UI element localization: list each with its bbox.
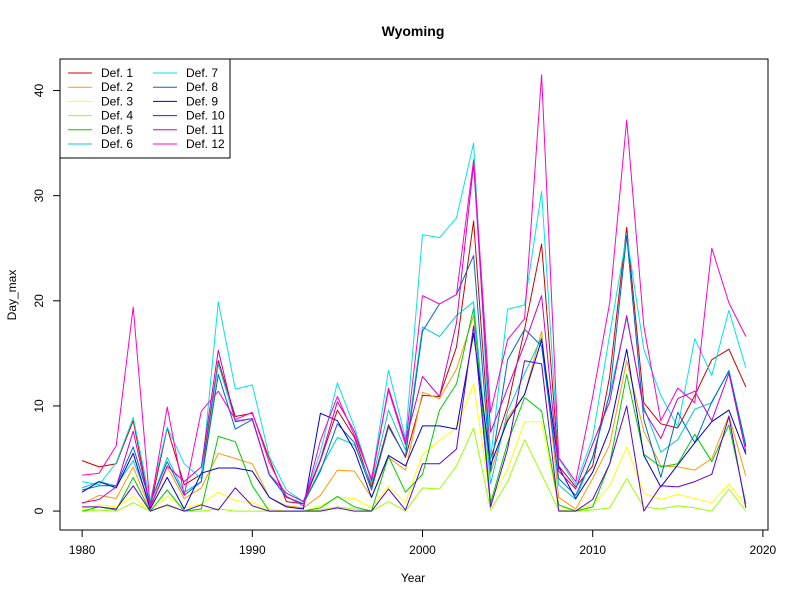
x-tick-label: 2010 [579,543,606,557]
legend-label-5: Def. 5 [101,123,133,137]
y-tick-label: 0 [32,507,46,514]
x-tick-label: 2020 [750,543,777,557]
legend-label-10: Def. 10 [186,109,225,123]
series-line-9 [81,332,747,510]
series-line-10 [82,325,747,512]
series-line-7 [82,142,747,503]
series-line-8 [81,235,747,505]
series-line-2 [81,315,747,510]
x-tick-label: 1980 [69,543,96,557]
legend-label-11: Def. 11 [186,123,224,137]
legend-label-6: Def. 6 [101,137,133,151]
series-line-3 [81,383,747,512]
series-line-12 [82,74,747,508]
legend-label-3: Def. 3 [101,94,133,108]
series-line-1 [81,220,747,509]
legend-label-7: Def. 7 [186,66,218,80]
series-line-11 [82,163,747,508]
x-tick-label: 1990 [239,543,266,557]
legend-box [59,58,231,159]
series-layer [81,74,747,512]
x-axis-title: Year [401,571,425,585]
legend-label-9: Def. 9 [186,94,218,108]
legend-label-8: Def. 8 [186,80,218,94]
x-tick-label: 2000 [409,543,436,557]
legend-label-1: Def. 1 [101,66,133,80]
series-line-4 [82,427,747,512]
axes: 1980 1990 2000 2010 2020 0 10 20 30 40 [32,84,776,557]
legend-label-4: Def. 4 [101,109,133,123]
y-tick-label: 10 [32,399,46,413]
y-tick-label: 40 [32,84,46,98]
series-line-5 [81,307,747,512]
legend-label-12: Def. 12 [186,137,225,151]
y-tick-label: 30 [32,189,46,203]
y-axis-title: Day_max [5,270,19,321]
y-tick-label: 20 [32,294,46,308]
legend-label-2: Def. 2 [101,80,133,94]
chart-title: Wyoming [382,23,445,39]
